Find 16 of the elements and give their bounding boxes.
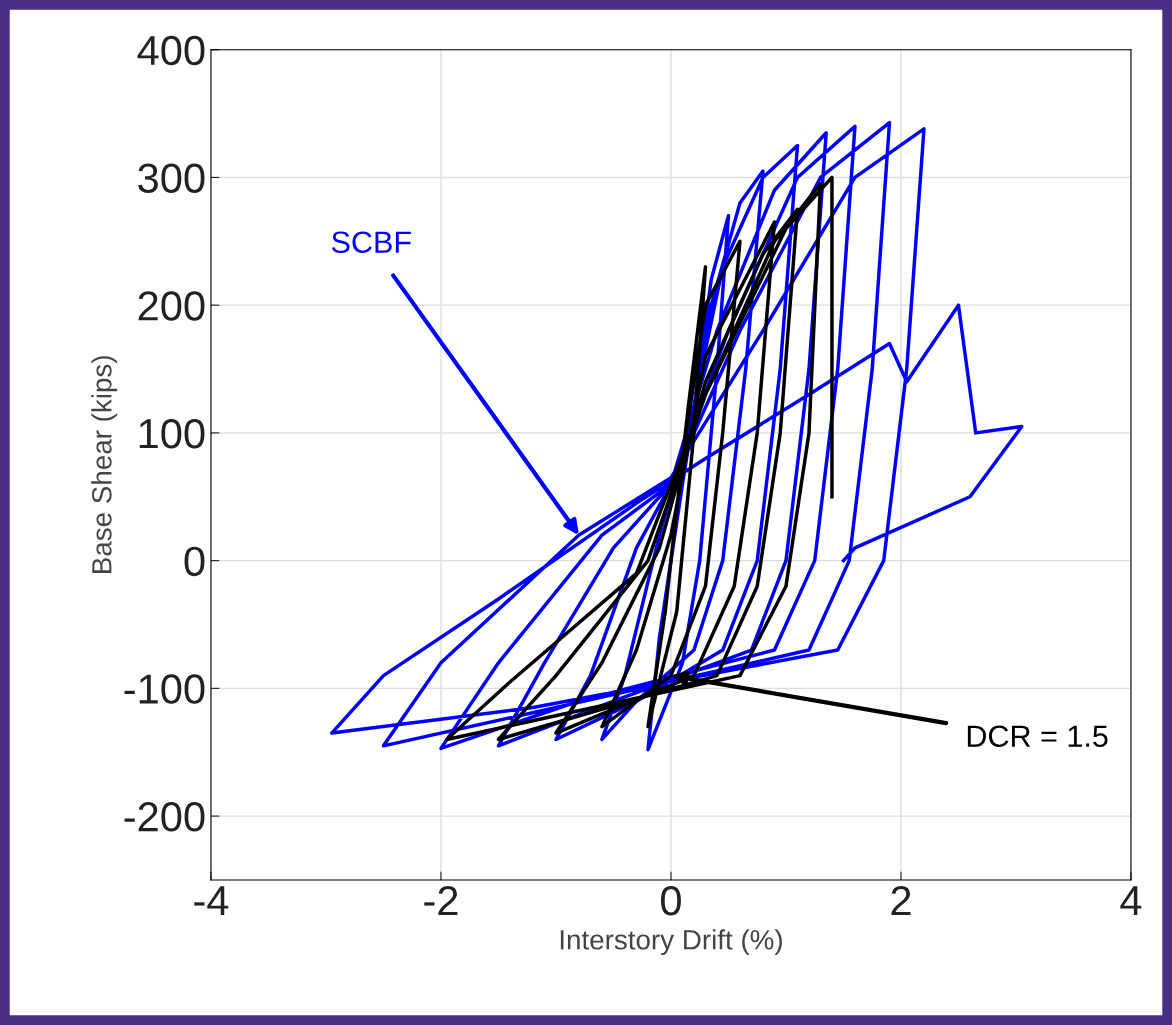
x-tick-label: 2 bbox=[891, 885, 911, 916]
text: SCBF bbox=[331, 231, 411, 254]
y-tick-label: 200 bbox=[138, 291, 205, 321]
x-tick-label: -2 bbox=[424, 885, 458, 916]
x-axis-title: Interstory Drift (%) bbox=[560, 929, 782, 956]
x-tick-label: 0 bbox=[661, 885, 681, 916]
x-tick-label: -4 bbox=[194, 886, 229, 916]
y-axis-title: Base Shear (kips) bbox=[91, 356, 118, 573]
y-tick-label: 100 bbox=[139, 418, 205, 449]
y-tick-label: 400 bbox=[137, 35, 205, 66]
x-tick-label: 4 bbox=[1120, 886, 1142, 916]
y-tick-label: 0 bbox=[184, 546, 205, 577]
y-tick-label: 300 bbox=[138, 163, 205, 193]
text: DCR = 1.5 bbox=[967, 725, 1108, 748]
y-tick-label: -100 bbox=[124, 674, 205, 704]
y-tick-label: -200 bbox=[124, 802, 205, 832]
